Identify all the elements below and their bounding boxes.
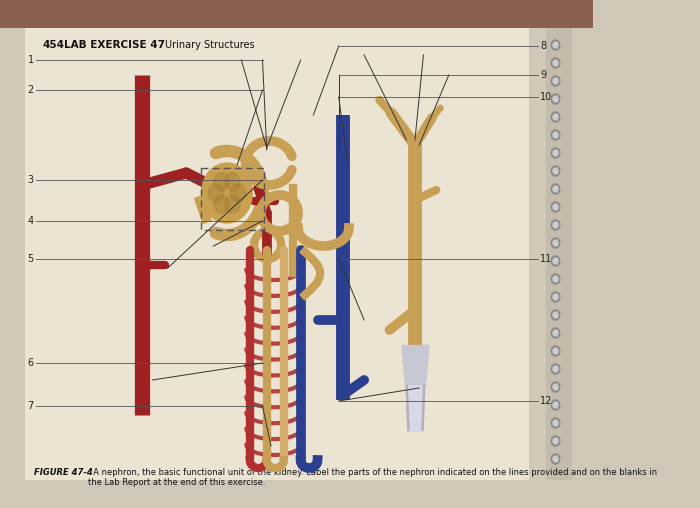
Circle shape (553, 330, 558, 336)
Circle shape (553, 402, 558, 408)
Circle shape (552, 220, 560, 230)
Circle shape (552, 310, 560, 320)
Circle shape (553, 366, 558, 372)
Circle shape (553, 60, 558, 66)
Text: FIGURE 47-4: FIGURE 47-4 (34, 468, 92, 477)
Circle shape (552, 130, 560, 140)
Circle shape (209, 184, 223, 202)
Circle shape (552, 292, 560, 302)
Circle shape (553, 42, 558, 48)
Text: 7: 7 (27, 401, 34, 411)
Text: 8: 8 (540, 41, 547, 51)
Circle shape (552, 166, 560, 176)
Circle shape (552, 94, 560, 104)
Text: A nephron, the basic functional unit of the kidney. Label the parts of the nephr: A nephron, the basic functional unit of … (88, 468, 657, 487)
Circle shape (553, 276, 558, 282)
Circle shape (552, 418, 560, 428)
Circle shape (214, 173, 229, 190)
Circle shape (552, 454, 560, 464)
Text: 9: 9 (540, 70, 547, 80)
Circle shape (552, 436, 560, 446)
Text: 3: 3 (28, 175, 34, 185)
Circle shape (552, 382, 560, 392)
Circle shape (553, 186, 558, 192)
Circle shape (552, 148, 560, 158)
Circle shape (553, 258, 558, 264)
Circle shape (553, 150, 558, 156)
Circle shape (552, 328, 560, 338)
Circle shape (552, 40, 560, 50)
Circle shape (553, 96, 558, 102)
Circle shape (225, 173, 240, 190)
Circle shape (552, 274, 560, 284)
Circle shape (553, 438, 558, 444)
Circle shape (553, 132, 558, 138)
Text: 454: 454 (42, 40, 64, 50)
Circle shape (214, 195, 229, 213)
Circle shape (552, 364, 560, 374)
Bar (25, 25, 546, 480)
Text: 5: 5 (27, 254, 34, 264)
Circle shape (552, 76, 560, 86)
Bar (201, 168, 264, 230)
Circle shape (202, 163, 253, 223)
Text: 10: 10 (540, 91, 552, 102)
Circle shape (225, 195, 240, 213)
Text: 12: 12 (540, 396, 552, 406)
Circle shape (552, 346, 560, 356)
Text: 2: 2 (27, 85, 34, 96)
Circle shape (553, 348, 558, 354)
Text: 6: 6 (28, 358, 34, 368)
Circle shape (552, 112, 560, 122)
Circle shape (553, 114, 558, 120)
Circle shape (553, 78, 558, 84)
Circle shape (553, 204, 558, 210)
Circle shape (553, 312, 558, 318)
Circle shape (552, 238, 560, 248)
Text: 11: 11 (540, 254, 552, 264)
Circle shape (553, 240, 558, 246)
Bar (529, 25, 572, 480)
Circle shape (553, 294, 558, 300)
Text: 4: 4 (28, 216, 34, 226)
Circle shape (553, 456, 558, 462)
Text: Urinary Structures: Urinary Structures (165, 40, 255, 50)
Circle shape (230, 184, 246, 202)
Text: LAB EXERCISE 47: LAB EXERCISE 47 (64, 40, 164, 50)
Text: 1: 1 (28, 55, 34, 65)
Circle shape (553, 168, 558, 174)
Circle shape (553, 384, 558, 390)
Circle shape (552, 58, 560, 68)
Circle shape (552, 184, 560, 194)
Circle shape (552, 202, 560, 212)
Bar (0, 0, 593, 28)
Circle shape (553, 420, 558, 426)
Circle shape (553, 222, 558, 228)
Circle shape (552, 400, 560, 410)
Circle shape (552, 256, 560, 266)
